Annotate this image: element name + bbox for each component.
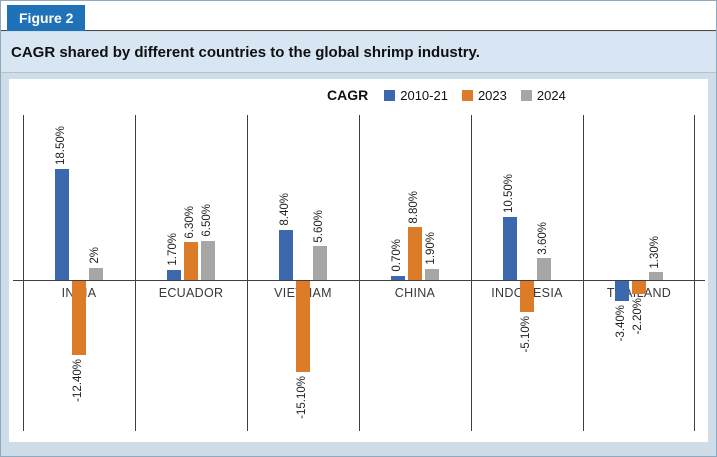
legend-title: CAGR (327, 87, 369, 103)
category-separator-line (135, 115, 136, 431)
bar-value-label: 8.80% (408, 190, 420, 224)
bar-2010-21-thailand (615, 281, 629, 302)
bar-2023-ecuador (184, 242, 198, 280)
category-separator-line (359, 115, 360, 431)
bar-value-label: -12.40% (72, 359, 84, 403)
bar-value-label: 5.60% (313, 209, 325, 243)
bar-2024-thailand (649, 272, 663, 280)
bar-2024-indonesia (537, 258, 551, 280)
legend-item-label: 2010-21 (400, 87, 448, 103)
bar-2010-21-indonesia (503, 217, 517, 280)
top-strip: Figure 2 (1, 1, 716, 31)
category-separator-line (694, 115, 695, 431)
bar-2023-vietnam (296, 281, 310, 372)
legend-item-2023: 2023 (461, 87, 507, 103)
bar-2024-ecuador (201, 241, 215, 280)
bar-value-label: -5.10% (520, 315, 532, 353)
legend-swatch-icon (520, 89, 532, 101)
bar-value-label: 1.70% (167, 233, 179, 266)
legend-item-label: 2024 (536, 87, 566, 103)
bar-2024-india (89, 268, 103, 280)
bar-2023-indonesia (520, 281, 534, 312)
legend-swatch-icon (384, 89, 396, 101)
bar-value-label: 6.50% (201, 204, 213, 237)
category-separator-line (471, 115, 472, 431)
bar-value-label: 3.60% (537, 221, 549, 255)
bar-value-label: 18.50% (55, 125, 67, 165)
category-label: CHINA (394, 286, 436, 300)
bar-2023-thailand (632, 281, 646, 295)
bar-2024-china (425, 268, 439, 280)
figure-caption-text: CAGR shared by different countries to th… (11, 43, 480, 61)
chart-legend: CAGR 2010-21 2023 2024 (327, 87, 566, 103)
bar-value-label: 10.50% (503, 173, 515, 213)
figure-label: Figure 2 (7, 5, 86, 31)
bar-2024-vietnam (313, 246, 327, 280)
bar-value-label: -15.10% (296, 375, 308, 419)
bar-value-label: 0.70% (391, 239, 403, 272)
bar-2010-21-india (55, 169, 69, 280)
bar-value-label: -2.20% (632, 298, 644, 335)
bar-2010-21-ecuador (167, 269, 181, 280)
legend-item-label: 2023 (477, 87, 507, 103)
bar-2010-21-vietnam (279, 229, 293, 280)
bar-value-label: 2% (89, 247, 101, 264)
bar-value-label: -3.40% (615, 305, 627, 342)
bar-value-label: 1.90% (425, 232, 437, 265)
bar-value-label: 6.30% (184, 205, 196, 239)
zero-axis-line (13, 280, 705, 281)
bar-value-label: 8.40% (279, 193, 291, 226)
bar-value-label: 1.30% (649, 235, 661, 269)
category-label: ECUADOR (158, 286, 224, 300)
category-separator-line (23, 115, 24, 431)
legend-item-2010-21: 2010-21 (384, 88, 448, 103)
bar-2023-china (408, 227, 422, 280)
plot-area: INDIA18.50%-12.40%2%ECUADOR1.70%6.30%6.5… (13, 115, 705, 431)
bar-2010-21-china (391, 275, 405, 280)
bar-2023-india (72, 281, 86, 356)
legend-item-2024: 2024 (520, 87, 566, 103)
figure-caption: CAGR shared by different countries to th… (1, 32, 716, 73)
legend-swatch-icon (461, 89, 473, 101)
category-separator-line (583, 115, 584, 431)
category-separator-line (247, 115, 248, 431)
